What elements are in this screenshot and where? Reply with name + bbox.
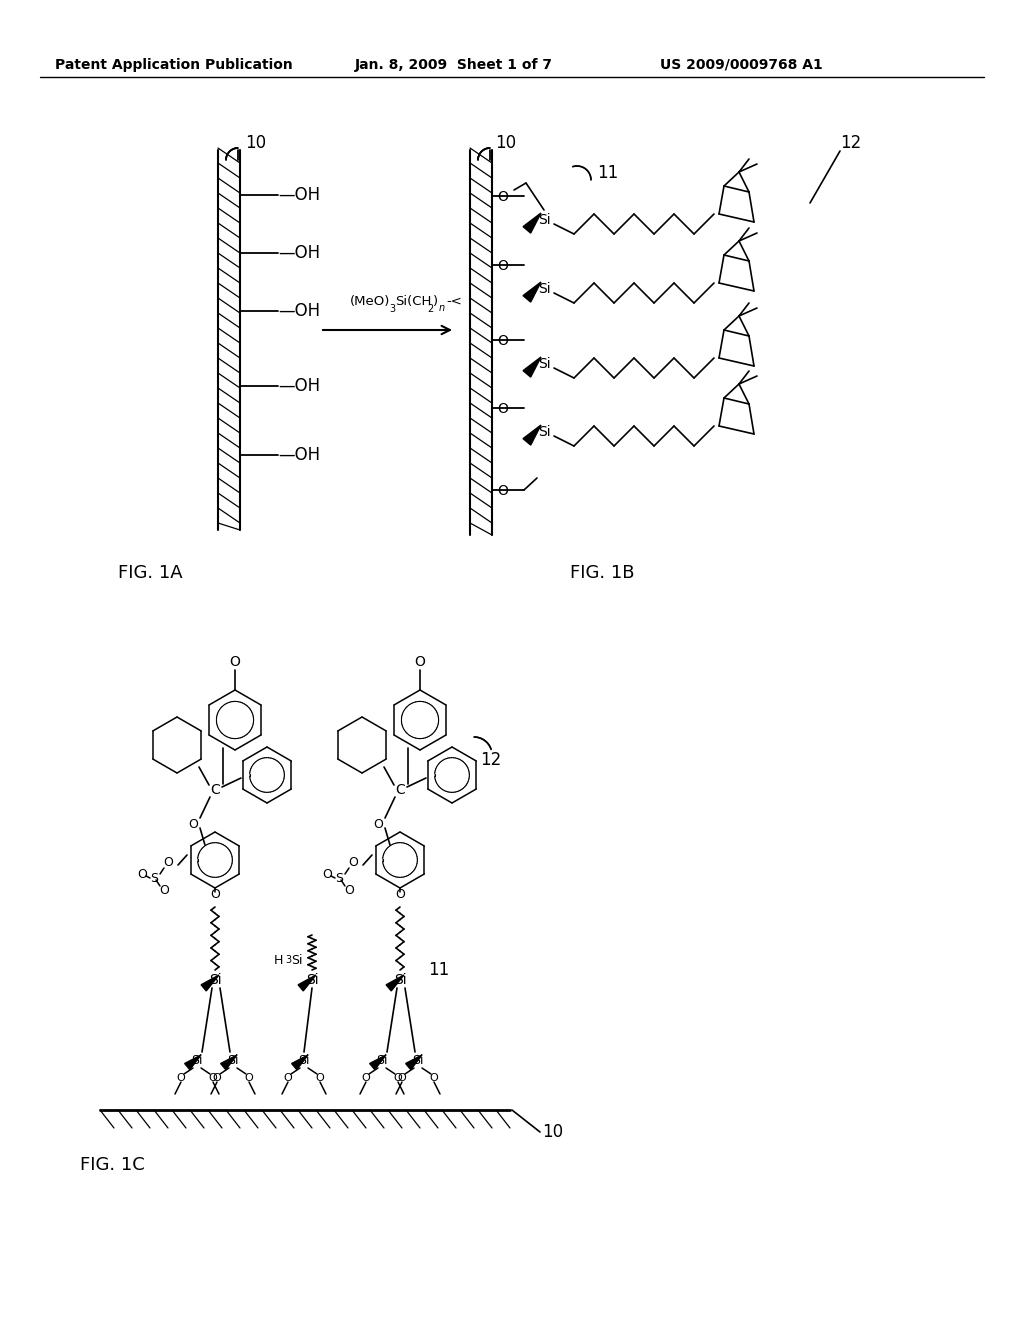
Text: O: O — [210, 887, 220, 900]
Polygon shape — [523, 213, 541, 234]
Text: 3: 3 — [285, 954, 291, 965]
Polygon shape — [201, 975, 219, 991]
Text: O: O — [188, 818, 198, 832]
Text: O: O — [176, 1073, 185, 1082]
Text: O: O — [213, 1073, 221, 1082]
Text: O: O — [209, 1073, 217, 1082]
Text: 11: 11 — [428, 961, 450, 979]
Polygon shape — [184, 1055, 201, 1069]
Text: Patent Application Publication: Patent Application Publication — [55, 58, 293, 73]
Text: —OH: —OH — [278, 378, 321, 395]
Text: FIG. 1A: FIG. 1A — [118, 564, 182, 582]
Text: 12: 12 — [840, 135, 861, 152]
Text: O: O — [498, 484, 509, 498]
Text: 10: 10 — [245, 135, 266, 152]
Text: Si: Si — [393, 973, 407, 987]
Text: 10: 10 — [542, 1123, 563, 1140]
Text: O: O — [315, 1073, 325, 1082]
Text: Si: Si — [376, 1053, 388, 1067]
Text: Si: Si — [191, 1053, 203, 1067]
Text: O: O — [498, 403, 509, 416]
Text: Si: Si — [291, 953, 302, 966]
Text: Si: Si — [209, 973, 221, 987]
Polygon shape — [523, 425, 541, 445]
Text: —OH: —OH — [278, 446, 321, 465]
Text: Si: Si — [538, 425, 550, 440]
Text: Jan. 8, 2009  Sheet 1 of 7: Jan. 8, 2009 Sheet 1 of 7 — [355, 58, 553, 73]
Polygon shape — [220, 1055, 237, 1069]
Text: O: O — [323, 869, 332, 882]
Text: O: O — [137, 869, 146, 882]
Text: O: O — [361, 1073, 371, 1082]
Text: O: O — [163, 855, 173, 869]
Text: C: C — [395, 783, 404, 797]
Text: S: S — [335, 871, 343, 884]
Text: Si: Si — [413, 1053, 424, 1067]
Text: -<: -< — [446, 294, 462, 308]
Text: O: O — [415, 655, 425, 669]
Text: —OH: —OH — [278, 186, 321, 205]
Text: —OH: —OH — [278, 302, 321, 319]
Text: Si: Si — [298, 1053, 309, 1067]
Text: S: S — [150, 871, 158, 884]
Polygon shape — [523, 356, 541, 378]
Text: Si: Si — [227, 1053, 239, 1067]
Text: O: O — [373, 818, 383, 832]
Text: 10: 10 — [495, 135, 516, 152]
Text: O: O — [397, 1073, 407, 1082]
Text: 11: 11 — [597, 164, 618, 182]
Polygon shape — [298, 975, 316, 991]
Text: Si: Si — [538, 282, 550, 296]
Text: —OH: —OH — [278, 244, 321, 261]
Text: O: O — [395, 887, 404, 900]
Text: 12: 12 — [480, 751, 502, 770]
Text: (MeO): (MeO) — [350, 294, 390, 308]
Text: FIG. 1B: FIG. 1B — [570, 564, 635, 582]
Text: O: O — [498, 259, 509, 273]
Text: O: O — [245, 1073, 253, 1082]
Polygon shape — [292, 1055, 308, 1069]
Text: 2: 2 — [427, 304, 433, 314]
Text: FIG. 1C: FIG. 1C — [80, 1156, 144, 1173]
Text: Si: Si — [538, 356, 550, 371]
Text: ): ) — [433, 294, 438, 308]
Text: O: O — [393, 1073, 402, 1082]
Text: H: H — [274, 953, 284, 966]
Text: Si: Si — [538, 213, 550, 227]
Text: O: O — [498, 190, 509, 205]
Text: O: O — [348, 855, 358, 869]
Polygon shape — [386, 975, 404, 991]
Text: n: n — [439, 304, 445, 313]
Text: 3: 3 — [389, 304, 395, 314]
Polygon shape — [406, 1055, 422, 1069]
Text: Si: Si — [306, 973, 318, 987]
Polygon shape — [370, 1055, 386, 1069]
Text: Si(CH: Si(CH — [395, 294, 431, 308]
Text: O: O — [229, 655, 241, 669]
Text: O: O — [430, 1073, 438, 1082]
Text: O: O — [284, 1073, 293, 1082]
Text: O: O — [344, 883, 354, 896]
Text: US 2009/0009768 A1: US 2009/0009768 A1 — [660, 58, 822, 73]
Text: O: O — [159, 883, 169, 896]
Text: O: O — [498, 334, 509, 348]
Polygon shape — [523, 282, 541, 302]
Text: C: C — [210, 783, 220, 797]
